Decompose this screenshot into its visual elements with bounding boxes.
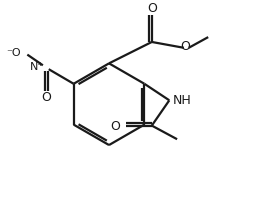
Text: O: O	[41, 91, 51, 104]
Text: N⁺: N⁺	[30, 62, 44, 72]
Text: O: O	[147, 2, 157, 15]
Text: O: O	[110, 120, 120, 133]
Text: ⁻O: ⁻O	[6, 48, 21, 58]
Text: O: O	[180, 40, 190, 53]
Text: NH: NH	[173, 94, 192, 107]
